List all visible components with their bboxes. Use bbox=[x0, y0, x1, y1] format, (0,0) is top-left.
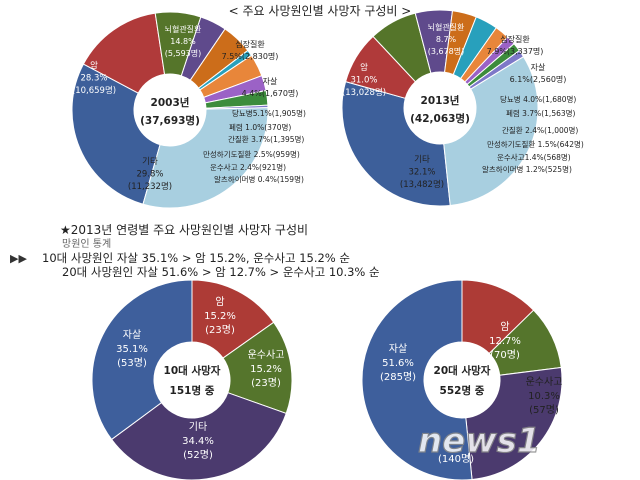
center-label: 151명 중 bbox=[170, 384, 215, 397]
data-label-brain: (3,678명) bbox=[428, 46, 465, 56]
data-label-cancer: 28.3% bbox=[80, 74, 107, 84]
data-label-teen_cancer: (70명) bbox=[490, 349, 520, 361]
data-label-other: 29.8% bbox=[136, 170, 163, 180]
data-label-teen_traffic: (23명) bbox=[251, 377, 281, 389]
center-label: 20대 사망자 bbox=[434, 364, 491, 377]
data-label-teen_cancer: (23명) bbox=[205, 324, 235, 336]
data-label-chronic: 만성하기도질환 1.5%(642명) bbox=[487, 139, 584, 149]
data-label-cancer: 암 bbox=[360, 62, 368, 73]
data-label-heart: 7.9%(3,337명) bbox=[487, 46, 544, 56]
data-label-teen_other: (140명) bbox=[438, 453, 474, 465]
data-label-other: 기타 bbox=[414, 155, 430, 165]
data-label-teen_suicide: 자살 bbox=[123, 329, 141, 341]
data-label-teen_suicide: 35.1% bbox=[116, 344, 148, 355]
slice-teen_suicide bbox=[361, 279, 473, 480]
data-label-teen_suicide: 51.6% bbox=[382, 358, 414, 369]
data-label-cancer: (13,028명) bbox=[342, 87, 386, 98]
data-label-teen_other: 34.4% bbox=[182, 436, 214, 447]
data-label-brain: 8.7% bbox=[436, 35, 457, 44]
data-label-cancer: (10,659명) bbox=[72, 85, 116, 96]
data-label-other: 32.1% bbox=[408, 168, 435, 178]
data-label-alzheimer: 알츠하이머병 0.4%(159명) bbox=[214, 174, 304, 184]
slice-other bbox=[443, 56, 539, 207]
data-label-suicide: 자살 bbox=[263, 77, 278, 86]
center-label: (37,693명) bbox=[140, 114, 200, 127]
pie-2003: 2003년 (37,693명) 암 28.3%(10,659명) 뇌혈관질환 14.8% (… bbox=[71, 11, 306, 209]
section-title: ★2013년 연령별 주요 사망원인별 사망자 구성비 bbox=[60, 223, 308, 237]
source-note: 망원인 통계 bbox=[62, 238, 111, 250]
data-label-diabetes: 당뇨병5.1%(1,905명) bbox=[232, 108, 306, 118]
data-label-teen_suicide: (53명) bbox=[117, 357, 147, 369]
data-label-liver: 간질환 3.7%(1,395명) bbox=[228, 134, 304, 144]
donut-teens: 10대 사망자 151명 중 암 15.2% (23명) 운수사고 15.2% (23명) 기타… bbox=[91, 279, 293, 480]
data-label-teen_cancer: 12.7% bbox=[489, 336, 521, 347]
data-label-other: 기타 bbox=[142, 157, 158, 167]
data-label-chronic: 만성하기도질환 2.5%(959명) bbox=[203, 149, 300, 159]
data-label-suicide: 6.1%(2,560명) bbox=[510, 74, 567, 84]
center-label: (42,063명) bbox=[410, 112, 470, 125]
pie-2013: 2013년 (42,063명) 암 31.0%(13,028명) 뇌혈관질환 8.7% (3… bbox=[341, 9, 584, 207]
data-label-teen_traffic: 15.2% bbox=[250, 364, 282, 375]
slice-teen_suicide bbox=[91, 279, 193, 441]
bullet-line-1: 10대 사망원인 자살 35.1% > 암 15.2%, 운수사고 15.2% … bbox=[42, 251, 350, 265]
data-label-heart: 7.5%(2,830명) bbox=[222, 51, 279, 61]
data-label-cancer: 31.0% bbox=[350, 76, 377, 86]
top-title: < 주요 사망원인별 사망자 구성비 > bbox=[229, 4, 412, 18]
data-label-liver: 간질환 2.4%(1,000명) bbox=[502, 125, 578, 135]
data-label-teen_traffic: 운수사고 bbox=[526, 376, 563, 388]
data-label-brain: (5,593명) bbox=[165, 48, 202, 58]
bullet-line-2: 20대 사망원인 자살 51.6% > 암 12.7% > 운수사고 10.3%… bbox=[62, 265, 380, 279]
data-label-brain: 뇌혈관질환 bbox=[165, 24, 202, 34]
center-label: 10대 사망자 bbox=[164, 364, 221, 377]
data-label-teen_cancer: 암 bbox=[215, 296, 224, 308]
data-label-suicide: 4.4%(1,670명) bbox=[242, 88, 299, 98]
data-label-teen_traffic: (57명) bbox=[529, 404, 559, 416]
data-label-alzheimer: 알츠하이머병 1.2%(525명) bbox=[482, 164, 572, 174]
data-label-cancer: 암 bbox=[90, 60, 98, 71]
data-label-teen_cancer: 15.2% bbox=[204, 311, 236, 322]
data-label-diabetes: 당뇨병 4.0%(1,680명) bbox=[500, 94, 576, 104]
data-label-pneumonia: 폐렴 3.7%(1,563명) bbox=[506, 108, 576, 118]
data-label-other: (13,482명) bbox=[400, 179, 444, 190]
slice-teen_other bbox=[110, 392, 287, 480]
watermark: news1 bbox=[417, 420, 541, 461]
bullet-marker: ▶▶ bbox=[10, 252, 27, 265]
center-label: 2013년 bbox=[421, 94, 460, 107]
data-label-teen_cancer: 암 bbox=[500, 321, 509, 333]
center-label: 2003년 bbox=[151, 96, 190, 109]
data-label-teen_traffic: 운수사고 bbox=[248, 349, 285, 361]
data-label-brain: 뇌혈관질환 bbox=[428, 22, 465, 32]
data-label-pneumonia: 폐렴 1.0%(370명) bbox=[229, 122, 291, 132]
slice-teen_other bbox=[465, 366, 563, 480]
data-label-teen_suicide: (285명) bbox=[380, 371, 416, 383]
slice-cancer bbox=[341, 81, 451, 207]
donut-twenties: 20대 사망자 552명 중 암 12.7% (70명) 운수사고 10.3% (57명) (1… bbox=[361, 279, 563, 480]
slice-brain bbox=[82, 12, 166, 94]
slice-cancer bbox=[71, 63, 161, 205]
data-label-teen_traffic: 10.3% bbox=[528, 391, 560, 402]
data-label-teen_suicide: 자살 bbox=[389, 343, 407, 355]
data-label-heart: 심장질환 bbox=[500, 34, 530, 44]
data-label-teen_other: 기타 bbox=[189, 421, 207, 433]
data-label-traffic: 운수사고1.4%(568명) bbox=[497, 152, 571, 162]
data-label-traffic: 운수사고 2.4%(921명) bbox=[210, 162, 286, 172]
center-label: 552명 중 bbox=[440, 384, 485, 397]
data-label-suicide: 자살 bbox=[531, 63, 546, 72]
data-label-brain: 14.8% bbox=[170, 37, 196, 46]
data-label-other: (11,232명) bbox=[128, 181, 172, 192]
watermark-text: news1 bbox=[418, 421, 541, 461]
data-label-heart: 심장질환 bbox=[235, 39, 265, 49]
slice-other bbox=[142, 107, 269, 209]
data-label-teen_other: (52명) bbox=[183, 449, 213, 461]
